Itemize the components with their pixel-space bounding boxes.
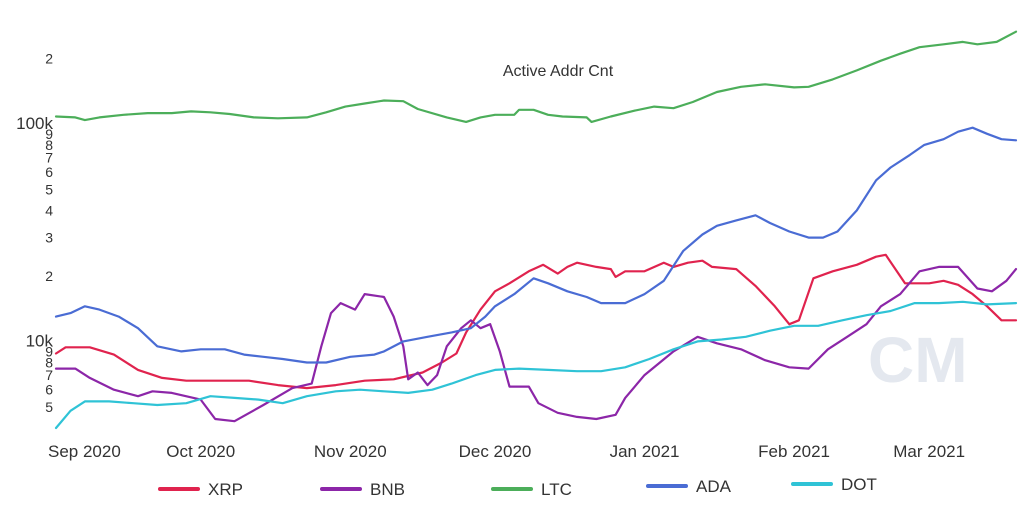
x-tick-label: Mar 2021 — [893, 442, 965, 461]
series-line-dot — [54, 300, 1018, 430]
y-tick-label: 9 — [45, 126, 53, 142]
y-tick-label: 9 — [45, 343, 53, 359]
y-tick-label: 8 — [45, 354, 53, 370]
legend-label: XRP — [208, 480, 243, 499]
y-tick-label: 100k — [16, 114, 53, 133]
y-tick-label: 5 — [45, 181, 53, 197]
legend-label: BNB — [370, 480, 405, 499]
legend-label: LTC — [541, 480, 572, 499]
legend-item-ada[interactable]: ADA — [646, 477, 732, 496]
legend-label: DOT — [841, 475, 877, 494]
series-line-ltc — [54, 30, 1018, 124]
y-tick-label: 4 — [45, 202, 53, 218]
legend-item-bnb[interactable]: BNB — [320, 480, 405, 499]
y-tick-label: 7 — [45, 150, 53, 166]
x-axis: Sep 2020 Oct 2020 Nov 2020 Dec 2020 Jan 2021… — [48, 442, 965, 461]
legend-item-xrp[interactable]: XRP — [158, 480, 243, 499]
series-line-xrp — [54, 253, 1018, 390]
legend-item-ltc[interactable]: LTC — [491, 480, 572, 499]
y-tick-label: 10k — [26, 331, 54, 350]
series-line-ada — [54, 126, 1018, 364]
series-layer — [54, 30, 1018, 430]
y-tick-label: 3 — [45, 230, 53, 246]
y-tick-label: 7 — [45, 367, 53, 383]
y-tick-label: 5 — [45, 399, 53, 415]
chart-title: Active Addr Cnt — [503, 63, 614, 80]
y-tick-label: 2 — [45, 268, 53, 284]
x-tick-label: Feb 2021 — [758, 442, 830, 461]
y-tick-label: 6 — [45, 382, 53, 398]
legend-item-dot[interactable]: DOT — [791, 475, 877, 494]
x-tick-label: Sep 2020 — [48, 442, 121, 461]
y-tick-label: 2 — [45, 50, 53, 66]
legend-label: ADA — [696, 477, 732, 496]
y-tick-label: 6 — [45, 164, 53, 180]
legend: XRP BNB LTC ADA DOT — [158, 475, 877, 499]
watermark-logo: CM — [868, 324, 968, 396]
x-tick-label: Jan 2021 — [610, 442, 680, 461]
y-tick-label: 8 — [45, 137, 53, 153]
x-tick-label: Oct 2020 — [166, 442, 235, 461]
series-line-bnb — [54, 265, 1018, 423]
x-tick-label: Dec 2020 — [459, 442, 532, 461]
x-tick-label: Nov 2020 — [314, 442, 387, 461]
